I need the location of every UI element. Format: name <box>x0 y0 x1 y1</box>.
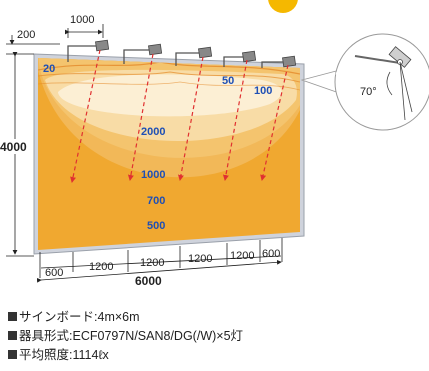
spec-signboard: サインボード:4m×6m <box>8 308 423 327</box>
isolux-label-50: 50 <box>222 75 234 87</box>
dim-seg-4: 1200 <box>188 253 212 265</box>
bullet-square-icon <box>8 312 17 321</box>
dim-seg-2: 1200 <box>89 261 113 273</box>
angle-callout: 70° <box>300 33 429 131</box>
spec-average-illuminance: 平均照度:1114ℓx <box>8 346 423 365</box>
signboard <box>33 53 305 255</box>
dim-seg-6: 600 <box>262 248 280 260</box>
accent-circle <box>268 0 298 13</box>
dim-4000: 4000 <box>0 140 27 154</box>
fixtures <box>67 39 297 68</box>
dimension-offset: 200 <box>6 29 60 45</box>
fixture-5 <box>261 55 297 68</box>
fixture-1 <box>67 39 110 62</box>
dim-seg-5: 1200 <box>230 250 254 262</box>
spec-list: サインボード:4m×6m 器具形式:ECF0797N/SAN8/DG(/W)×5… <box>8 308 423 365</box>
dimension-segments: 600 1200 1200 1200 1200 600 6000 <box>36 238 283 288</box>
fixture-2 <box>123 43 163 64</box>
dim-seg-1: 600 <box>45 267 63 279</box>
spec-fixture-type: 器具形式:ECF0797N/SAN8/DG(/W)×5灯 <box>8 327 423 346</box>
illumination-diagram: 20 50 100 2000 1000 700 500 1000 200 400… <box>0 0 429 288</box>
isolux-label-2000: 2000 <box>141 126 165 138</box>
dim-6000: 6000 <box>135 274 162 288</box>
spec-value: ECF0797N/SAN8/DG(/W)×5灯 <box>72 329 244 343</box>
spec-value: 1114ℓx <box>72 348 109 362</box>
dim-seg-3: 1200 <box>140 257 164 269</box>
spec-label: サインボード <box>19 310 95 324</box>
isolux-label-1000: 1000 <box>141 169 165 181</box>
light-rays <box>70 49 289 183</box>
bullet-square-icon <box>8 350 17 359</box>
spec-value: 4m×6m <box>97 310 140 324</box>
dim-1000-top: 1000 <box>70 14 94 26</box>
isolux-core <box>58 74 282 117</box>
dimension-fixture-spacing: 1000 <box>65 14 104 38</box>
dim-200: 200 <box>17 29 35 41</box>
isolux-label-100: 100 <box>254 85 272 97</box>
isolux-label-20: 20 <box>43 63 55 75</box>
spec-label: 器具形式 <box>19 329 70 343</box>
fixture-4 <box>223 50 257 67</box>
bullet-square-icon <box>8 331 17 340</box>
isolux-label-500: 500 <box>147 220 165 232</box>
isolux-label-700: 700 <box>147 195 165 207</box>
dimension-height: 4000 <box>0 52 34 257</box>
angle-label: 70° <box>360 86 377 98</box>
fixture-3 <box>175 46 213 66</box>
spec-label: 平均照度 <box>19 348 70 362</box>
